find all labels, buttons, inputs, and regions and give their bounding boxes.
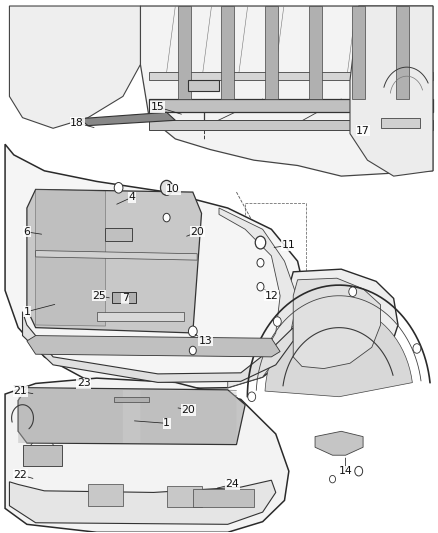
Text: 21: 21 — [14, 386, 27, 397]
Text: 4: 4 — [128, 192, 135, 203]
Circle shape — [273, 317, 281, 326]
Circle shape — [329, 475, 336, 483]
Polygon shape — [265, 6, 278, 99]
Polygon shape — [10, 480, 276, 524]
Polygon shape — [18, 387, 245, 445]
Polygon shape — [149, 72, 433, 80]
Polygon shape — [97, 312, 184, 321]
Text: 20: 20 — [190, 227, 204, 237]
Circle shape — [355, 466, 363, 476]
Text: 14: 14 — [339, 466, 353, 476]
Text: 10: 10 — [166, 184, 180, 195]
Polygon shape — [289, 269, 398, 377]
Text: 7: 7 — [122, 293, 129, 303]
Circle shape — [163, 213, 170, 222]
Polygon shape — [79, 112, 175, 126]
Polygon shape — [5, 144, 306, 389]
Polygon shape — [106, 228, 132, 241]
Text: 1: 1 — [163, 418, 170, 429]
Text: 11: 11 — [282, 240, 296, 250]
Text: 12: 12 — [265, 290, 278, 301]
Polygon shape — [141, 390, 237, 443]
Circle shape — [160, 180, 173, 195]
Text: 13: 13 — [199, 336, 213, 346]
Polygon shape — [315, 431, 363, 455]
Circle shape — [188, 326, 197, 337]
Polygon shape — [396, 6, 409, 99]
Polygon shape — [149, 120, 433, 131]
Polygon shape — [18, 387, 123, 443]
Circle shape — [189, 346, 196, 355]
Polygon shape — [166, 486, 201, 507]
Polygon shape — [27, 336, 280, 357]
Polygon shape — [35, 251, 197, 260]
Polygon shape — [350, 6, 433, 176]
Polygon shape — [308, 6, 321, 99]
Polygon shape — [352, 6, 365, 99]
Circle shape — [114, 182, 123, 193]
Circle shape — [349, 287, 357, 296]
Circle shape — [255, 236, 266, 249]
Text: 23: 23 — [77, 378, 91, 389]
Polygon shape — [265, 306, 413, 397]
Text: 15: 15 — [151, 102, 165, 112]
Polygon shape — [177, 6, 191, 99]
Text: 22: 22 — [14, 470, 27, 480]
Text: 18: 18 — [70, 118, 84, 128]
Polygon shape — [22, 312, 293, 382]
Text: 20: 20 — [181, 405, 195, 415]
Polygon shape — [10, 6, 141, 128]
Polygon shape — [188, 80, 219, 91]
Polygon shape — [149, 99, 433, 112]
Polygon shape — [5, 378, 289, 532]
Text: 24: 24 — [225, 480, 239, 489]
Text: 1: 1 — [24, 306, 30, 317]
Circle shape — [257, 259, 264, 267]
Polygon shape — [114, 397, 149, 402]
Circle shape — [248, 392, 256, 401]
Polygon shape — [221, 6, 234, 99]
Polygon shape — [88, 484, 123, 506]
Polygon shape — [112, 292, 136, 303]
Circle shape — [257, 282, 264, 291]
Polygon shape — [219, 208, 297, 387]
Circle shape — [413, 344, 421, 353]
Polygon shape — [381, 118, 420, 128]
Text: 25: 25 — [92, 290, 106, 301]
Polygon shape — [22, 445, 62, 466]
Polygon shape — [293, 278, 381, 368]
Polygon shape — [35, 189, 106, 326]
Text: 17: 17 — [356, 126, 370, 136]
Text: 6: 6 — [24, 227, 30, 237]
Polygon shape — [27, 189, 201, 333]
Polygon shape — [193, 489, 254, 507]
Polygon shape — [141, 6, 433, 176]
